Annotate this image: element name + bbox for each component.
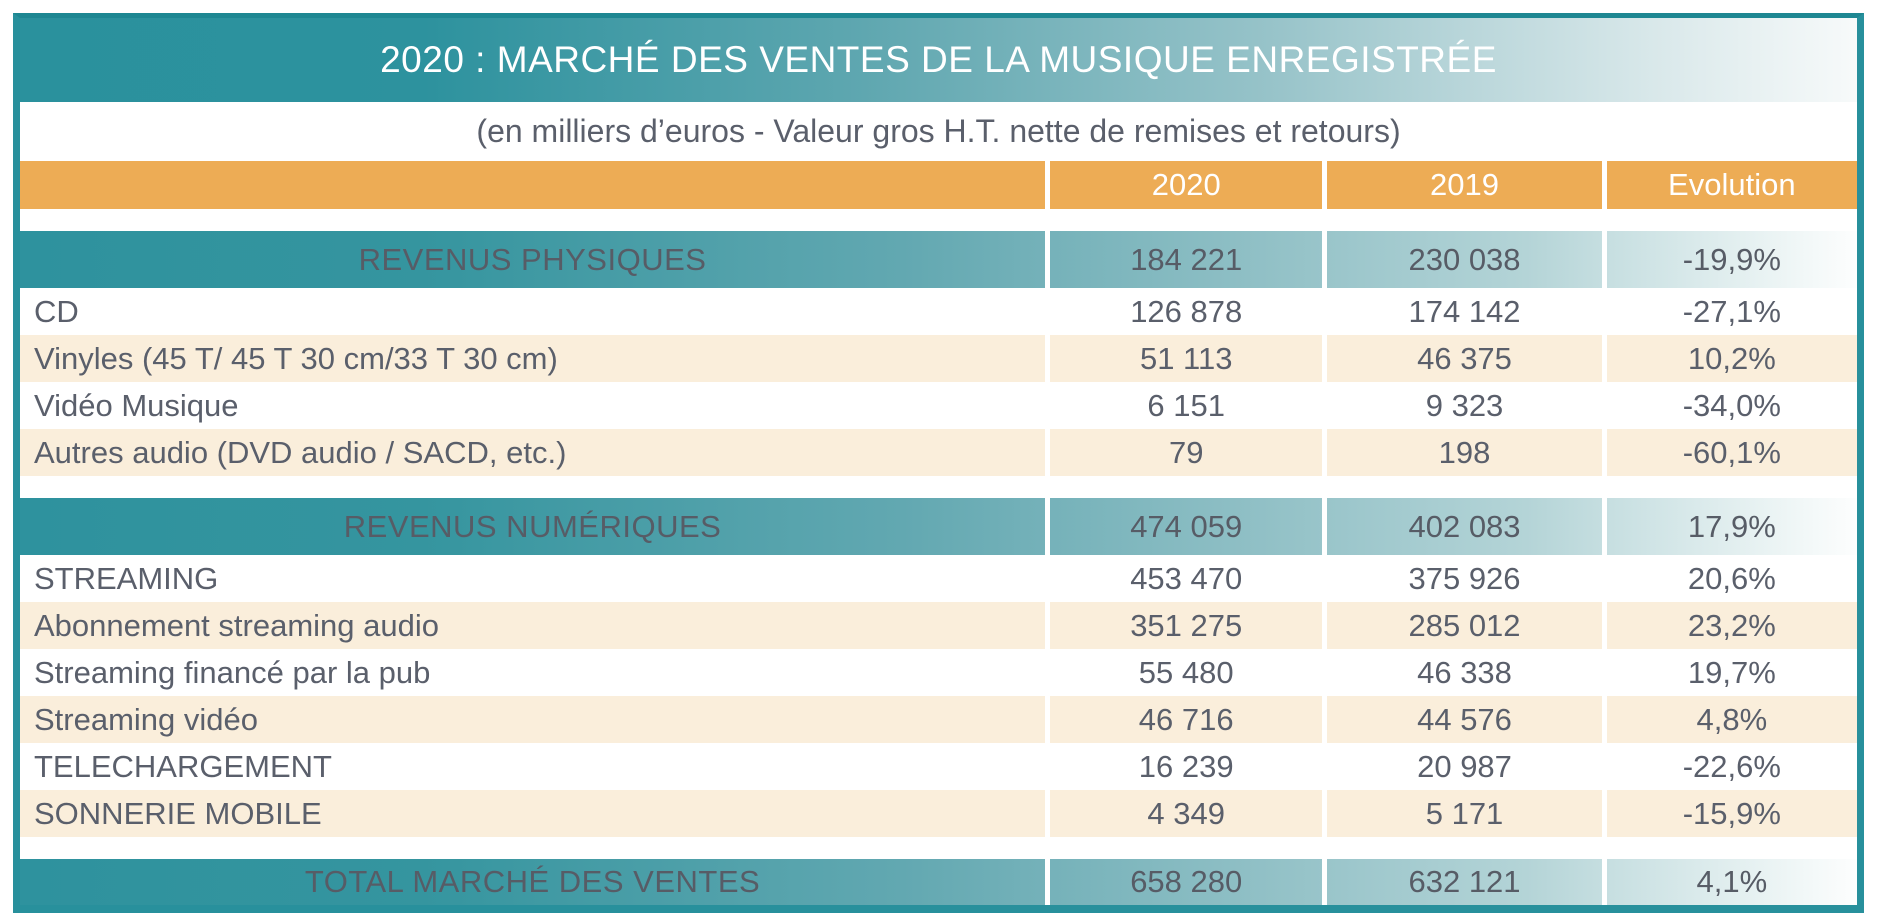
table-row: Abonnement streaming audio 351 275 285 0… [20, 602, 1857, 649]
row-label: REVENUS NUMÉRIQUES [343, 508, 722, 544]
row-label: Vidéo Musique [34, 387, 239, 423]
row-label: TELECHARGEMENT [34, 748, 332, 784]
table-row: REVENUS PHYSIQUES 184 221 230 038 -19,9% [20, 231, 1857, 288]
value-2019: 5 171 [1322, 790, 1601, 837]
value-evolution: -34,0% [1601, 382, 1857, 429]
row-spacer [20, 837, 1857, 859]
value-2020: 51 113 [1045, 335, 1322, 382]
table-row: Vidéo Musique 6 151 9 323 -34,0% [20, 382, 1857, 429]
value-2020: 658 280 [1045, 859, 1322, 905]
value-2019: 285 012 [1322, 602, 1601, 649]
table-row: Streaming financé par la pub 55 480 46 3… [20, 649, 1857, 696]
value-2020: 474 059 [1045, 498, 1322, 555]
column-header-2020: 2020 [1045, 161, 1322, 209]
value-2020: 184 221 [1045, 231, 1322, 288]
value-2019: 46 338 [1322, 649, 1601, 696]
value-2019: 230 038 [1322, 231, 1601, 288]
value-2020: 4 349 [1045, 790, 1322, 837]
row-spacer [20, 476, 1857, 498]
table-row: Streaming vidéo 46 716 44 576 4,8% [20, 696, 1857, 743]
table-title: 2020 : MARCHÉ DES VENTES DE LA MUSIQUE E… [380, 39, 1497, 80]
row-label: REVENUS PHYSIQUES [358, 241, 707, 277]
value-evolution: 23,2% [1601, 602, 1857, 649]
row-label: Vinyles (45 T/ 45 T 30 cm/33 T 30 cm) [34, 340, 558, 376]
value-evolution: 4,1% [1601, 859, 1857, 905]
row-label: Autres audio (DVD audio / SACD, etc.) [34, 434, 567, 470]
table-row: REVENUS NUMÉRIQUES 474 059 402 083 17,9% [20, 498, 1857, 555]
value-2020: 126 878 [1045, 288, 1322, 335]
table-row: TELECHARGEMENT 16 239 20 987 -22,6% [20, 743, 1857, 790]
value-2020: 453 470 [1045, 555, 1322, 602]
value-evolution: 20,6% [1601, 555, 1857, 602]
row-label: TOTAL MARCHÉ DES VENTES [304, 864, 761, 899]
column-header-row: 2020 2019 Evolution [20, 161, 1857, 209]
row-spacer [20, 209, 1857, 231]
value-evolution: -60,1% [1601, 429, 1857, 476]
value-2019: 375 926 [1322, 555, 1601, 602]
row-label: CD [34, 293, 79, 329]
table-row: STREAMING 453 470 375 926 20,6% [20, 555, 1857, 602]
row-label: Streaming financé par la pub [34, 654, 431, 690]
table-row: TOTAL MARCHÉ DES VENTES 658 280 632 121 … [20, 859, 1857, 905]
table-title-band: 2020 : MARCHÉ DES VENTES DE LA MUSIQUE E… [20, 18, 1857, 102]
value-evolution: -27,1% [1601, 288, 1857, 335]
table-body: REVENUS PHYSIQUES 184 221 230 038 -19,9%… [20, 209, 1857, 905]
value-2019: 46 375 [1322, 335, 1601, 382]
table-row: Autres audio (DVD audio / SACD, etc.) 79… [20, 429, 1857, 476]
value-2019: 198 [1322, 429, 1601, 476]
value-evolution: -15,9% [1601, 790, 1857, 837]
value-2020: 6 151 [1045, 382, 1322, 429]
value-evolution: -19,9% [1601, 231, 1857, 288]
value-2020: 46 716 [1045, 696, 1322, 743]
value-2019: 9 323 [1322, 382, 1601, 429]
table-row: CD 126 878 174 142 -27,1% [20, 288, 1857, 335]
value-evolution: -22,6% [1601, 743, 1857, 790]
value-2019: 174 142 [1322, 288, 1601, 335]
column-header-2019: 2019 [1322, 161, 1601, 209]
column-header-empty [20, 161, 1045, 209]
table-subtitle: (en milliers d’euros - Valeur gros H.T. … [476, 113, 1401, 149]
row-label: SONNERIE MOBILE [34, 795, 322, 831]
table-row: SONNERIE MOBILE 4 349 5 171 -15,9% [20, 790, 1857, 837]
value-evolution: 10,2% [1601, 335, 1857, 382]
table-subtitle-band: (en milliers d’euros - Valeur gros H.T. … [20, 102, 1857, 161]
value-2019: 632 121 [1322, 859, 1601, 905]
column-header-evolution: Evolution [1601, 161, 1857, 209]
table-row: Vinyles (45 T/ 45 T 30 cm/33 T 30 cm) 51… [20, 335, 1857, 382]
value-2020: 351 275 [1045, 602, 1322, 649]
value-evolution: 17,9% [1601, 498, 1857, 555]
row-label: Streaming vidéo [34, 701, 259, 737]
value-2019: 44 576 [1322, 696, 1601, 743]
sales-table: 2020 : MARCHÉ DES VENTES DE LA MUSIQUE E… [13, 13, 1864, 913]
value-2020: 79 [1045, 429, 1322, 476]
value-evolution: 4,8% [1601, 696, 1857, 743]
value-2019: 402 083 [1322, 498, 1601, 555]
row-label: STREAMING [34, 560, 219, 596]
row-label: Abonnement streaming audio [34, 607, 439, 643]
value-evolution: 19,7% [1601, 649, 1857, 696]
value-2020: 55 480 [1045, 649, 1322, 696]
value-2020: 16 239 [1045, 743, 1322, 790]
value-2019: 20 987 [1322, 743, 1601, 790]
